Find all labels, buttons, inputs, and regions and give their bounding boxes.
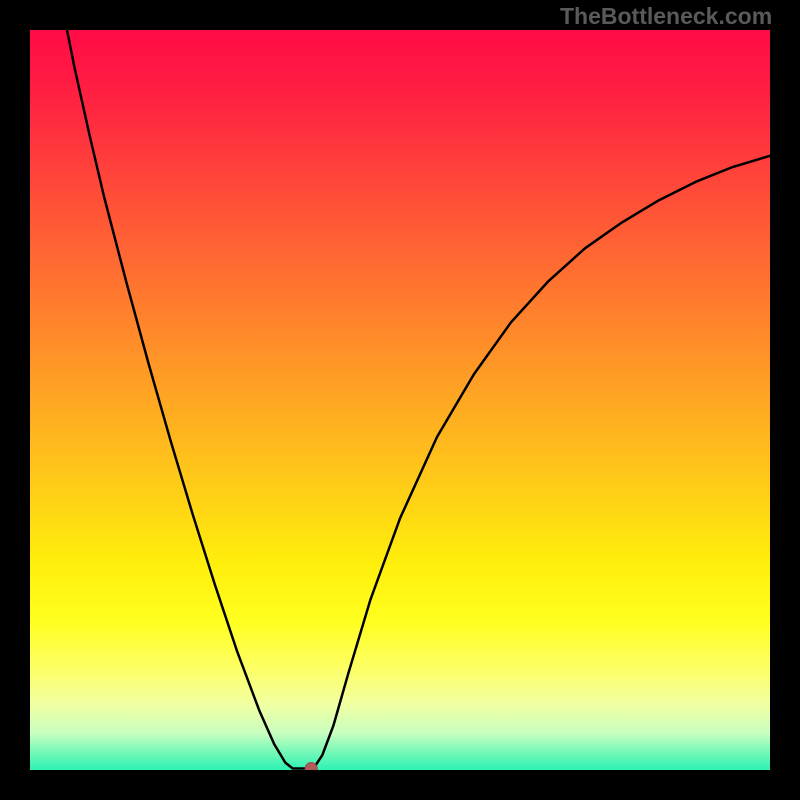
watermark-text: TheBottleneck.com: [560, 3, 772, 30]
gradient-background: [30, 30, 770, 770]
plot-area: [30, 30, 770, 770]
chart-container: TheBottleneck.com: [0, 0, 800, 800]
